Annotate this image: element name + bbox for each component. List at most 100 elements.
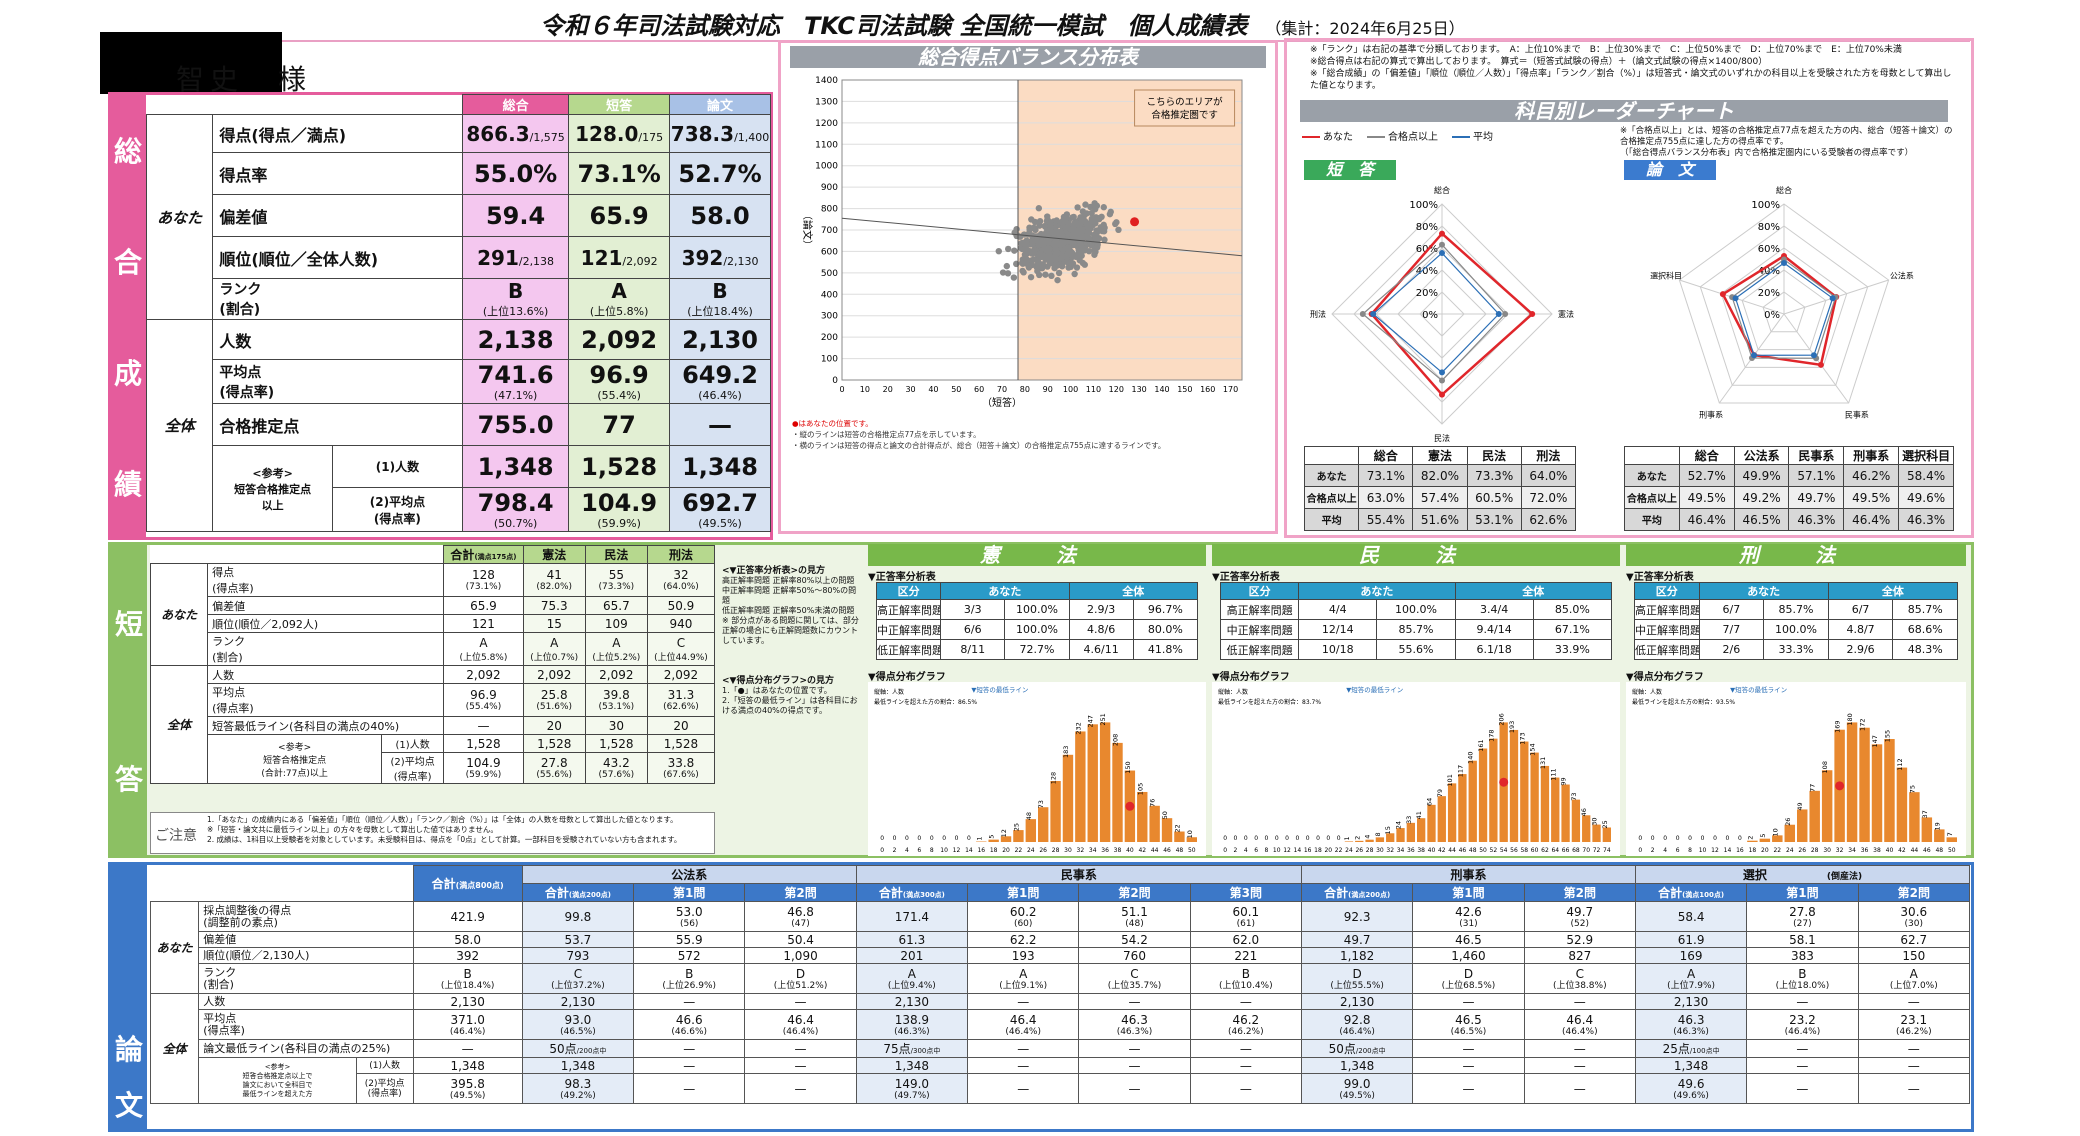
bar-label: 73 (1570, 792, 1578, 800)
accuracy-cell: 4.6/11 (1068, 639, 1134, 660)
guide-text-2: 1.「●」はあなたの位置です。 2.「短答の最低ライン」は各科目における満点の4… (722, 686, 858, 715)
bar (1540, 765, 1550, 842)
cell-value: 32 (673, 568, 689, 582)
radar-table-head (1624, 446, 1680, 465)
cell-sub: /300点中 (910, 1047, 941, 1055)
data-point (1032, 226, 1039, 234)
data-point (1115, 226, 1122, 234)
x-tick-label: 4 (1663, 847, 1667, 854)
radar-table-cell: 合格点以上 (1303, 486, 1360, 509)
tanto-notice: ご注意 1.「あなた」の成績内にある「偏差値」「順位（順位／人数）」「ランク／割… (150, 812, 715, 854)
overall-cell: 2,138 (461, 319, 570, 360)
cell-sub: (49.6%) (1673, 1090, 1709, 1101)
ronbun-cell: 572 (633, 947, 746, 964)
bar-label: 10 (1771, 828, 1779, 836)
side-char: 成 (113, 356, 142, 390)
cell-value: A (611, 279, 627, 304)
ronbun-cell: 371.0 (46.4%) (412, 1009, 523, 1040)
cell-sub: (30) (1904, 918, 1924, 929)
bar (1582, 815, 1591, 842)
cell-value: 55.0% (473, 159, 558, 188)
ronbun-cell: 2,130 (412, 993, 523, 1010)
side-char: 短 (114, 607, 143, 641)
ronbun-cell: 61.9 (1634, 931, 1748, 948)
cell-value: 46.3 (1677, 1012, 1705, 1027)
radar-table-cell: 52.7% (1678, 464, 1735, 487)
radar-axis-label: 民法 (1434, 433, 1450, 442)
radar-table-cell: 53.1% (1466, 508, 1522, 531)
radar-point (1719, 291, 1726, 298)
x-tick-label: 60 (974, 385, 984, 394)
cell-value: — (708, 410, 733, 439)
overall-cell: 741.6 (47.1%) (461, 359, 570, 404)
cell-value: 1,348 (682, 452, 758, 481)
cell-value: 395.8 (450, 1076, 485, 1091)
cell-value: 60.2 (1009, 904, 1037, 919)
overall-cell: 128.0/175 (568, 114, 671, 153)
data-point (1024, 257, 1031, 264)
ronbun-cell: 1,348 (412, 1057, 523, 1074)
bar (1571, 799, 1581, 842)
cell-value: — (1573, 1058, 1586, 1073)
tanto-cell: 50.9 (646, 596, 716, 615)
overall-cell: B (上位13.6%) (461, 278, 570, 320)
ronbun-cell: 201 (855, 947, 969, 964)
x-tick-label: 70 (1582, 847, 1590, 854)
top-note-line: ※「総合成績」の「偏差値」「順位（順位／人数）」「得点率」「ランク／割合（%）」… (1310, 69, 1952, 91)
x-tick-label: 42 (1138, 847, 1146, 854)
bar (1871, 744, 1883, 842)
cell-value: B (1241, 966, 1250, 981)
side-char: 論 (114, 1033, 143, 1066)
x-tick-label: 22 (1773, 847, 1781, 854)
cell-sub: (46.4%) (782, 1026, 819, 1037)
x-tick-label: 42 (1438, 847, 1446, 854)
ronbun-cell: 171.4 (855, 901, 969, 932)
bar-label: 0 (1326, 835, 1330, 842)
bar (1112, 742, 1123, 842)
col-name: 第3問 (1229, 886, 1262, 900)
x-tick-label: 74 (1603, 847, 1611, 854)
col-header: 第2問 (1857, 883, 1971, 902)
ronbun-cell: — (1189, 1039, 1302, 1058)
tanto-cell: 1,528 (646, 734, 716, 753)
cell-value: 62.0 (1232, 932, 1260, 947)
ronbun-cell: — (1523, 1057, 1636, 1074)
x-tick-label: 28 (1366, 847, 1374, 854)
ronbun-cell: 25点/100点中 (1634, 1039, 1748, 1058)
cell-value: 2,130 (894, 994, 930, 1009)
bar-label: 19 (1933, 822, 1941, 830)
x-tick-label: 38 (1114, 847, 1122, 854)
tanto-cell: 31.3 (62.6%) (646, 683, 716, 717)
radar-grid (1762, 291, 1806, 333)
ronbun-cell: D (上位55.5%) (1300, 963, 1414, 994)
data-point (1064, 244, 1072, 251)
ronbun-cell: 150 (1857, 947, 1971, 964)
ronbun-cell: — (1857, 1073, 1971, 1104)
scatter-footnote: ・横のラインは短答の得点と論文の合計得点が、総合（短答＋論文）の合格推定点755… (792, 440, 1165, 450)
bar-label: 208 (1112, 734, 1120, 746)
x-tick-label: 6 (1254, 847, 1258, 854)
radar-table-head: 刑法 (1520, 446, 1577, 465)
radar-series-0 (1721, 254, 1838, 367)
x-tick-label: 2 (1651, 847, 1655, 854)
cell-sub: (67.6%) (663, 770, 699, 780)
radar-tick: 80% (1416, 222, 1438, 233)
cell-sub: (46.6%) (671, 1026, 708, 1037)
bar (988, 839, 999, 842)
data-point (1063, 252, 1071, 259)
cell-value: 98.3 (564, 1076, 592, 1091)
radar-table-cell: 82.0% (1412, 464, 1468, 487)
accuracy-cell: 41.8% (1132, 639, 1199, 660)
x-tick-label: 34 (1089, 847, 1097, 854)
cell-value: 2,130 (1673, 994, 1709, 1009)
radar-axis-label: 刑事系 (1699, 409, 1723, 419)
cell-sub: (上位44.9%) (654, 652, 708, 663)
cell-sub: (57.6%) (598, 770, 635, 780)
radar-table-head: 刑事系 (1843, 446, 1900, 465)
radar-table-cell: あなた (1624, 464, 1680, 487)
cell-value: — (1239, 1041, 1252, 1056)
ronbun-cell: 2,130 (521, 993, 635, 1010)
x-tick-label: 140 (1154, 385, 1169, 394)
accuracy-cell: 68.6% (1892, 619, 1958, 640)
ronbun-cell: B (上位26.9%) (633, 963, 746, 994)
